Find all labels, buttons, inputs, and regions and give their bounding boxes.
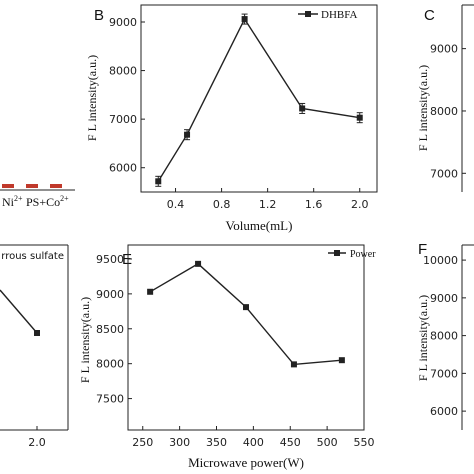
- e-series-line: [149, 262, 342, 366]
- e-x-tick-label-6: 550: [354, 436, 375, 449]
- panel-e: E 7500 8000 8500 9000 9500 250 300 350 400 450 50…: [78, 244, 376, 470]
- e-point-4: [338, 357, 345, 364]
- b-point-0: [155, 178, 162, 185]
- f-y-tick-label-3: 9000: [430, 292, 458, 305]
- panel-a-tick-label-1: Ni2+: [2, 194, 23, 209]
- panel-b-legend-marker: [305, 11, 311, 17]
- b-x-tick-label-4: 2.0: [351, 198, 369, 211]
- panel-b-legend: DHBFA: [298, 9, 358, 21]
- c-y-tick-label-1: 8000: [430, 105, 458, 118]
- b-y-tick-label-1: 7000: [109, 113, 137, 126]
- b-series-line: [157, 17, 360, 182]
- b-x-tick-label-3: 1.6: [305, 198, 323, 211]
- e-y-tick-label-4: 9500: [96, 253, 124, 266]
- panel-d-point: [34, 330, 40, 336]
- f-y-tick-label-1: 7000: [430, 367, 458, 380]
- b-y-tick-label-3: 9000: [109, 16, 137, 29]
- e-y-tick-label-3: 9000: [96, 288, 124, 301]
- panel-a-tick-label-2: PS+Co2+: [26, 194, 69, 209]
- panel-b-xlabel: Volume(mL): [226, 218, 293, 233]
- panel-d-legend-label: rrous sulfate: [1, 251, 64, 262]
- panel-a: Ni2+ PS+Co2+: [0, 184, 75, 209]
- b-y-tick-label-0: 6000: [109, 162, 137, 175]
- f-y-tick-label-4: 10000: [423, 254, 458, 267]
- panel-e-letter: E: [122, 251, 132, 268]
- panel-e-xlabel: Microwave power(W): [188, 455, 304, 470]
- b-point-4: [356, 114, 363, 121]
- panel-d-x-tick-label: 2.0: [28, 436, 46, 449]
- e-point-2: [243, 304, 249, 311]
- b-x-tick-label-2: 1.2: [259, 198, 277, 211]
- panel-a-bar-1: [2, 184, 14, 188]
- e-y-tick-label-2: 8500: [96, 323, 124, 336]
- panel-e-ylabel: F L intensity(a.u.): [78, 297, 92, 383]
- c-y-tick-label-0: 7000: [430, 167, 458, 180]
- f-y-tick-label-2: 8000: [430, 330, 458, 343]
- e-x-tick-label-3: 400: [243, 436, 264, 449]
- panel-e-legend-marker: [334, 250, 340, 256]
- e-point-3: [290, 361, 297, 368]
- panel-f-ylabel: F L intensity(a.u.): [416, 295, 430, 381]
- e-x-tick-label-5: 500: [317, 436, 338, 449]
- panel-c-ylabel: F L intensity(a.u.): [416, 65, 430, 151]
- panel-e-legend-label: Power: [350, 249, 376, 260]
- e-x-tick-label-1: 300: [169, 436, 190, 449]
- panel-a-bar-3: [50, 184, 62, 188]
- b-x-tick-label-1: 0.8: [213, 198, 231, 211]
- e-point-0: [147, 288, 154, 295]
- panel-a-bar-2: [26, 184, 38, 188]
- panel-f-letter: F: [418, 241, 427, 258]
- panel-b: B 6000 7000 8000 9000 0.4 0.8 1.2 1.6 2.0 DHBFA…: [85, 4, 378, 233]
- panel-f: F 6000 7000 8000 9000 10000 F L intensity(a.…: [416, 241, 474, 430]
- e-x-tick-label-2: 350: [206, 436, 227, 449]
- panel-b-letter: B: [94, 7, 104, 24]
- f-y-tick-label-0: 6000: [430, 405, 458, 418]
- b-y-tick-label-2: 8000: [109, 65, 137, 78]
- panel-b-legend-label: DHBFA: [321, 9, 358, 21]
- panel-e-legend: Power: [328, 249, 376, 260]
- c-y-tick-label-2: 9000: [430, 43, 458, 56]
- panel-b-ylabel: F L intensity(a.u.): [85, 55, 99, 141]
- panel-c-letter: C: [424, 7, 435, 24]
- panel-d: rrous sulfate 2.0: [0, 244, 69, 449]
- panel-e-frame: [127, 244, 365, 431]
- e-y-tick-label-1: 8000: [96, 358, 124, 371]
- b-point-2: [241, 16, 248, 23]
- e-x-tick-label-4: 450: [280, 436, 301, 449]
- e-point-1: [195, 260, 202, 267]
- e-y-tick-label-0: 7500: [96, 393, 124, 406]
- panel-b-frame: [140, 4, 378, 193]
- b-x-tick-label-0: 0.4: [167, 198, 185, 211]
- e-x-tick-label-0: 250: [132, 436, 153, 449]
- panel-d-series-line: [0, 289, 38, 334]
- panel-c: C 7000 8000 9000 F L intensity(a.u.): [416, 4, 474, 192]
- b-point-1: [184, 131, 191, 138]
- b-point-3: [299, 105, 306, 112]
